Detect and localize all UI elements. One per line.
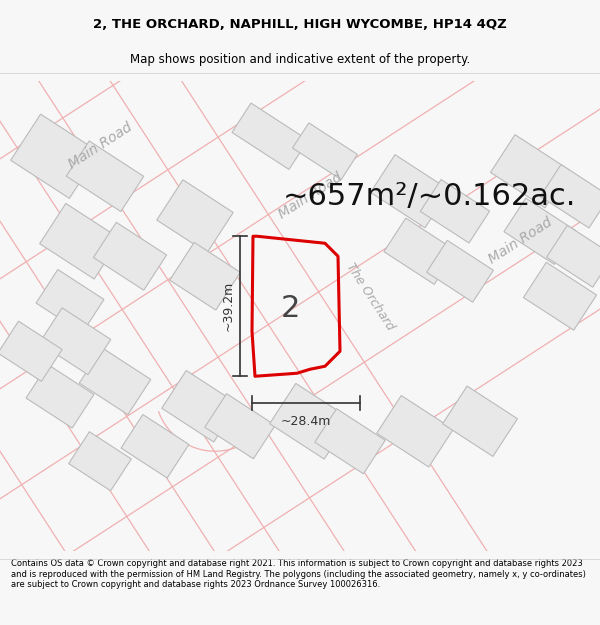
Polygon shape [427,241,493,302]
Text: ~39.2m: ~39.2m [222,281,235,331]
Polygon shape [315,409,385,474]
Text: Main Road: Main Road [485,216,554,267]
Polygon shape [11,114,100,198]
Text: ~657m²/~0.162ac.: ~657m²/~0.162ac. [283,182,577,211]
Polygon shape [232,103,308,169]
Polygon shape [121,414,189,478]
Polygon shape [377,396,453,467]
Polygon shape [421,179,490,243]
Polygon shape [205,394,275,459]
Text: 2: 2 [281,294,300,324]
Polygon shape [67,141,143,212]
Text: Main Road: Main Road [275,171,344,222]
Text: The Orchard: The Orchard [343,260,397,332]
Polygon shape [523,262,596,330]
Polygon shape [170,242,241,310]
Polygon shape [541,164,600,228]
Polygon shape [40,203,121,279]
Polygon shape [94,222,167,290]
Polygon shape [26,364,94,428]
Polygon shape [68,432,131,491]
Polygon shape [79,348,151,414]
Text: Contains OS data © Crown copyright and database right 2021. This information is : Contains OS data © Crown copyright and d… [11,559,586,589]
Polygon shape [269,383,350,459]
Polygon shape [293,123,358,179]
Polygon shape [157,180,233,253]
Polygon shape [443,386,517,456]
Polygon shape [0,321,62,381]
Polygon shape [504,198,576,264]
Polygon shape [162,371,238,442]
Polygon shape [384,218,456,284]
Polygon shape [547,226,600,287]
Polygon shape [490,134,569,208]
Text: Main Road: Main Road [65,121,134,172]
Polygon shape [39,308,111,374]
Text: Map shows position and indicative extent of the property.: Map shows position and indicative extent… [130,52,470,66]
Text: 2, THE ORCHARD, NAPHILL, HIGH WYCOMBE, HP14 4QZ: 2, THE ORCHARD, NAPHILL, HIGH WYCOMBE, H… [93,18,507,31]
Text: ~28.4m: ~28.4m [281,415,331,428]
Polygon shape [370,154,449,228]
Polygon shape [36,269,104,333]
